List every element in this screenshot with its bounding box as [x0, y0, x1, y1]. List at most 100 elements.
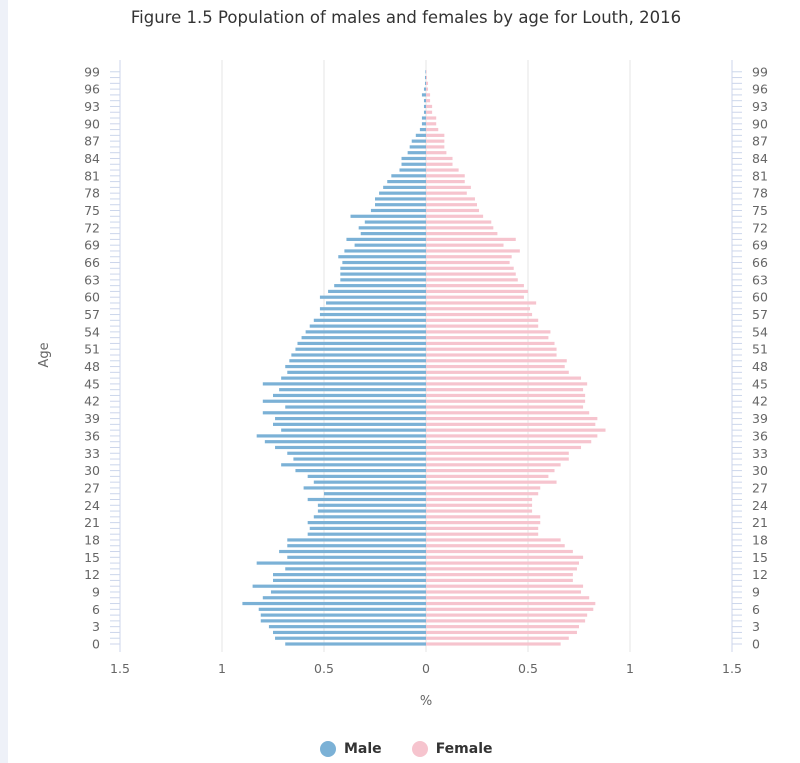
female-bar	[426, 318, 539, 322]
female-bar	[426, 341, 555, 346]
female-bar	[426, 457, 569, 461]
female-bar	[426, 145, 445, 149]
male-bar	[424, 81, 426, 85]
female-bar	[426, 399, 586, 403]
female-bar	[426, 347, 557, 351]
y-tick-label-right: 69	[752, 238, 768, 253]
female-bar	[426, 104, 433, 109]
y-tick-label-right: 57	[752, 307, 768, 322]
female-bar	[426, 226, 494, 230]
female-bar	[426, 515, 541, 519]
female-bar	[426, 376, 582, 380]
male-bar	[305, 330, 426, 334]
female-bar	[426, 336, 549, 340]
female-bar	[426, 440, 592, 444]
male-bar	[319, 312, 426, 317]
male-bar	[262, 411, 426, 415]
female-bar	[426, 180, 465, 184]
female-bar	[426, 99, 431, 103]
female-bar	[426, 521, 541, 525]
y-tick-label-left: 18	[84, 532, 100, 547]
y-tick-label-left: 96	[84, 82, 100, 97]
female-bar	[426, 93, 431, 97]
female-bar	[426, 162, 453, 166]
female-bar	[426, 127, 439, 132]
male-bar	[340, 266, 426, 270]
y-tick-label-right: 84	[752, 151, 768, 166]
x-tick-label: 1	[626, 661, 634, 676]
male-bar	[307, 532, 426, 536]
y-tick-label-left: 12	[84, 567, 100, 582]
female-bar	[426, 324, 539, 328]
female-bar	[426, 607, 594, 611]
chart-title: Figure 1.5 Population of males and femal…	[130, 8, 682, 27]
y-tick-label-right: 24	[752, 498, 768, 513]
male-bar	[411, 139, 426, 143]
y-tick-label-right: 51	[752, 342, 768, 357]
female-bar	[426, 382, 588, 386]
female-bar	[426, 295, 524, 299]
male-bar	[423, 104, 426, 109]
male-bar	[297, 341, 426, 346]
female-bar	[426, 613, 588, 617]
legend-item-male[interactable]: Male	[320, 741, 382, 757]
female-bar	[426, 278, 518, 282]
male-bar	[407, 151, 426, 155]
y-tick-label-right: 60	[752, 290, 768, 305]
male-bar	[279, 388, 426, 392]
female-bar	[426, 364, 565, 369]
male-bar	[313, 515, 426, 519]
female-bar	[426, 532, 539, 536]
legend-item-female[interactable]: Female	[411, 741, 493, 757]
y-tick-label-right: 45	[752, 376, 768, 391]
x-tick-label: 1	[218, 661, 226, 676]
chart-legend: Male Female	[320, 738, 493, 760]
male-bar	[309, 324, 426, 328]
female-bar	[426, 353, 557, 357]
y-tick-label-left: 84	[84, 151, 100, 166]
female-bar	[426, 503, 533, 507]
male-bar	[340, 278, 426, 282]
female-bar	[426, 156, 453, 161]
male-bar	[279, 549, 426, 554]
y-tick-label-left: 93	[84, 99, 100, 114]
y-tick-label-right: 27	[752, 480, 768, 495]
y-tick-label-left: 72	[84, 220, 100, 235]
male-bar	[303, 486, 426, 490]
male-bar	[291, 353, 426, 357]
male-bar	[313, 318, 426, 322]
female-bar	[426, 197, 475, 201]
male-bar	[387, 180, 426, 184]
female-bar	[426, 630, 577, 635]
female-bar	[426, 307, 531, 311]
y-tick-label-left: 57	[84, 307, 100, 322]
male-bar	[256, 561, 426, 565]
male-bar	[295, 469, 426, 473]
female-bar	[426, 272, 516, 276]
y-tick-label-right: 87	[752, 134, 768, 149]
male-bar	[260, 619, 426, 623]
male-bar	[421, 116, 426, 120]
female-bar	[426, 596, 590, 600]
female-bar	[426, 555, 584, 559]
male-bar	[364, 220, 426, 224]
female-bar	[426, 445, 582, 450]
y-tick-label-right: 30	[752, 463, 768, 478]
y-tick-label-left: 48	[84, 359, 100, 374]
male-bar	[242, 601, 426, 606]
female-bar	[426, 578, 573, 583]
female-bar	[426, 393, 586, 398]
female-bar	[426, 232, 498, 236]
female-bar	[426, 255, 512, 259]
y-tick-label-left: 6	[92, 602, 100, 617]
female-bar	[426, 480, 557, 484]
male-bar	[370, 208, 426, 213]
y-tick-label-left: 0	[92, 637, 100, 652]
y-tick-label-right: 54	[752, 324, 768, 339]
male-bar	[262, 382, 426, 386]
legend-male-label: Male	[344, 741, 382, 757]
female-bar	[426, 185, 471, 189]
female-bar	[426, 133, 445, 137]
male-bar	[391, 174, 426, 178]
female-bar	[426, 573, 573, 577]
